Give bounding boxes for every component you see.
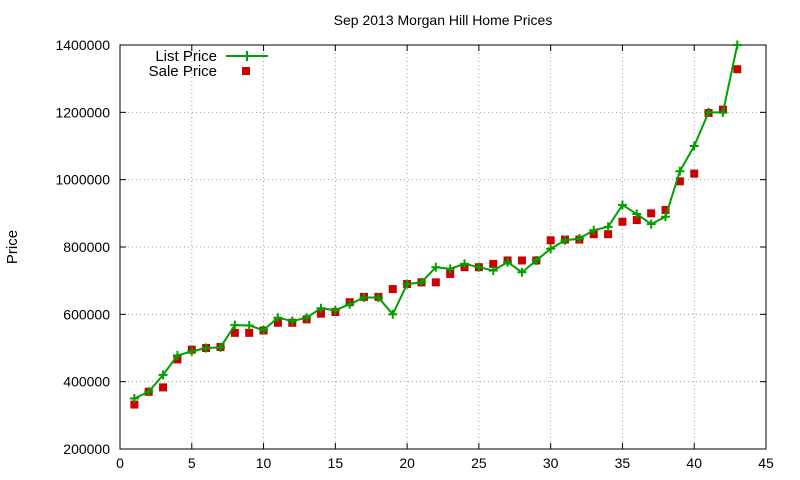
legend-label-sale-price: Sale Price xyxy=(149,63,217,80)
tick-labels: 0 5 10 15 20 25 30 35 40 45 200000 400000 600000 8000… xyxy=(55,37,774,471)
sale-price-point xyxy=(273,318,282,327)
list-price-point xyxy=(244,320,254,330)
legend: List Price Sale Price xyxy=(149,48,268,80)
x-tick-label: 35 xyxy=(615,455,631,471)
y-tick-label: 1000000 xyxy=(55,172,110,188)
y-tick-label: 200000 xyxy=(63,441,110,457)
sale-price-point xyxy=(675,177,684,186)
y-tick-label: 800000 xyxy=(63,239,110,255)
list-price-point xyxy=(388,309,398,319)
list-price-point xyxy=(603,222,613,232)
sale-price-point xyxy=(690,169,699,178)
list-price-point xyxy=(316,303,326,313)
legend-marker-sale-price xyxy=(242,67,250,75)
list-price-point xyxy=(574,234,584,244)
x-tick-label: 30 xyxy=(543,455,559,471)
list-price-point xyxy=(345,299,355,309)
sale-price-point xyxy=(661,205,670,214)
y-axis-label: Price xyxy=(4,230,21,264)
list-price-point xyxy=(287,316,297,326)
list-price-point xyxy=(416,277,426,287)
list-price-point xyxy=(704,107,714,117)
list-price-point xyxy=(273,313,283,323)
list-price-point xyxy=(431,262,441,272)
sale-price-point xyxy=(130,400,139,409)
y-tick-label: 1400000 xyxy=(55,37,110,53)
y-tick-label: 400000 xyxy=(63,374,110,390)
x-tick-label: 40 xyxy=(686,455,702,471)
list-price-point xyxy=(201,343,211,353)
x-tick-label: 5 xyxy=(188,455,196,471)
x-tick-label: 20 xyxy=(399,455,415,471)
sale-price-point xyxy=(604,230,613,239)
sale-price-point xyxy=(159,383,168,392)
list-price-point xyxy=(560,235,570,245)
sale-price-point xyxy=(431,278,440,287)
sale-price-point xyxy=(446,269,455,278)
list-price-point xyxy=(158,370,168,380)
sale-price-point xyxy=(245,328,254,337)
series-list-price xyxy=(129,40,742,403)
sale-price-point xyxy=(388,285,397,294)
sale-price-point xyxy=(489,259,498,268)
list-price-point xyxy=(373,293,383,302)
list-price-point xyxy=(129,394,139,403)
legend-label-list-price: List Price xyxy=(155,48,217,65)
y-tick-label: 600000 xyxy=(63,306,110,322)
list-price-point xyxy=(632,209,642,219)
list-price-point xyxy=(259,325,269,335)
list-price-point xyxy=(302,313,312,323)
list-price-point xyxy=(230,320,240,330)
y-tick-label: 1200000 xyxy=(55,104,110,120)
chart-title: Sep 2013 Morgan Hill Home Prices xyxy=(334,12,553,28)
list-price-point xyxy=(589,225,599,235)
list-price-point xyxy=(402,279,412,289)
series-sale-price xyxy=(130,65,742,409)
list-price-point xyxy=(445,264,455,274)
list-price-point xyxy=(646,219,656,229)
sale-price-point xyxy=(632,216,641,225)
x-tick-label: 0 xyxy=(116,455,124,471)
list-price-point xyxy=(546,244,556,254)
x-tick-label: 10 xyxy=(256,455,272,471)
sale-price-point xyxy=(316,309,325,318)
sale-price-point xyxy=(733,65,742,74)
sale-price-point xyxy=(517,256,526,265)
list-price-point xyxy=(359,293,369,302)
list-price-point xyxy=(732,40,742,50)
axis-ticks xyxy=(119,44,767,450)
x-tick-label: 45 xyxy=(758,455,774,471)
list-price-point xyxy=(330,305,340,315)
list-price-point xyxy=(718,107,728,117)
series xyxy=(129,40,742,409)
list-price-point xyxy=(617,200,627,210)
list-price-point xyxy=(675,166,685,176)
list-price-point xyxy=(215,342,225,352)
list-price-point xyxy=(689,141,699,151)
list-price-point xyxy=(661,212,671,222)
list-price-point xyxy=(460,259,470,269)
list-price-point xyxy=(144,387,154,397)
list-price-point xyxy=(488,266,498,276)
x-tick-label: 25 xyxy=(471,455,487,471)
list-price-point xyxy=(172,350,182,360)
list-price-point xyxy=(474,262,484,272)
list-price-point xyxy=(187,346,197,356)
sale-price-point xyxy=(230,328,239,337)
grid xyxy=(120,45,766,449)
sale-price-point xyxy=(647,209,656,218)
legend-marker-list-price xyxy=(242,51,252,61)
sale-price-point xyxy=(618,217,627,226)
list-price-line xyxy=(133,44,739,400)
list-price-point xyxy=(503,257,513,267)
sale-price-point xyxy=(546,236,555,245)
list-price-point xyxy=(517,267,527,277)
x-tick-label: 15 xyxy=(328,455,344,471)
list-price-point xyxy=(531,255,541,265)
